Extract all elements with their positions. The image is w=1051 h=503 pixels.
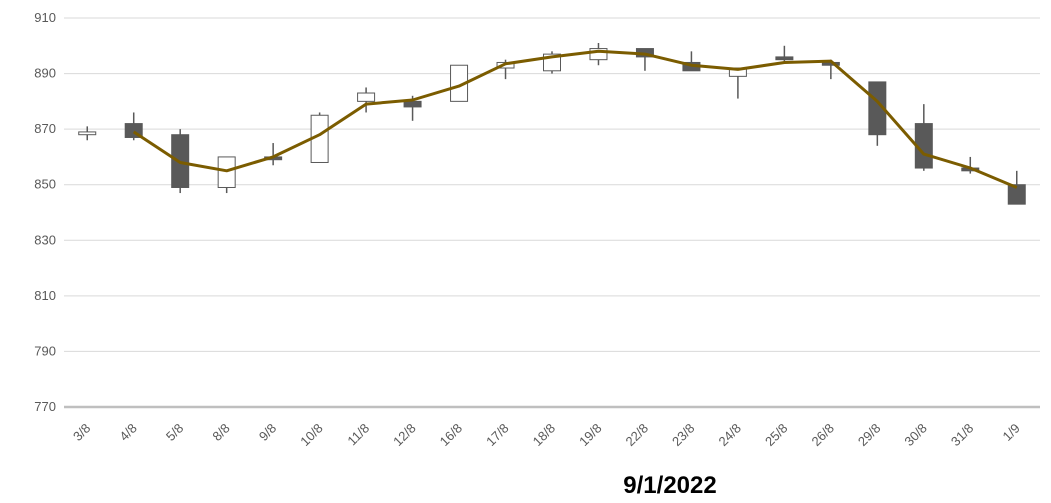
x-tick-label: 29/8 bbox=[855, 421, 884, 450]
y-axis-ticks: 770 790 810 830 850 870 890 910 bbox=[34, 10, 56, 414]
chart-title: 9/1/2022 bbox=[623, 472, 717, 499]
candle bbox=[635, 48, 654, 71]
x-tick-label: 30/8 bbox=[901, 421, 930, 450]
candle-body bbox=[1007, 184, 1026, 205]
candle bbox=[78, 126, 97, 141]
x-tick-label: 26/8 bbox=[808, 421, 837, 450]
candle bbox=[775, 45, 794, 63]
x-tick-label: 31/8 bbox=[948, 421, 977, 450]
x-tick-label: 4/8 bbox=[116, 421, 139, 444]
x-tick-label: 12/8 bbox=[390, 421, 419, 450]
y-tick-label: 890 bbox=[34, 66, 56, 81]
x-tick-label: 11/8 bbox=[344, 421, 372, 449]
x-tick-label: 17/8 bbox=[483, 421, 512, 450]
y-tick-label: 870 bbox=[34, 121, 56, 136]
candle-body bbox=[357, 92, 376, 102]
x-tick-label: 3/8 bbox=[70, 421, 93, 444]
candle bbox=[589, 43, 608, 66]
y-tick-label: 810 bbox=[34, 288, 56, 303]
candle-body bbox=[78, 131, 97, 136]
x-tick-label: 1/9 bbox=[999, 421, 1022, 444]
x-tick-label: 10/8 bbox=[297, 421, 326, 450]
candle-body bbox=[775, 56, 794, 61]
candle bbox=[914, 104, 933, 171]
candle bbox=[728, 67, 747, 99]
candle bbox=[357, 87, 376, 113]
x-tick-label: 18/8 bbox=[530, 421, 559, 450]
x-tick-label: 5/8 bbox=[163, 421, 186, 444]
y-tick-label: 850 bbox=[34, 177, 56, 192]
x-tick-label: 25/8 bbox=[762, 421, 791, 450]
x-tick-label: 8/8 bbox=[209, 421, 232, 444]
x-tick-label: 22/8 bbox=[623, 421, 652, 450]
candle-body bbox=[868, 81, 887, 136]
candle bbox=[310, 112, 329, 163]
candle bbox=[682, 51, 701, 72]
candle bbox=[868, 81, 887, 146]
candlestick-chart: 770 790 810 830 850 870 890 910 3/8 4/8 5/8 8/8 9/8… bbox=[34, 10, 1040, 450]
candle-body bbox=[403, 100, 422, 108]
y-tick-label: 790 bbox=[34, 343, 56, 358]
x-tick-label: 9/8 bbox=[256, 421, 279, 444]
y-tick-label: 910 bbox=[34, 10, 56, 25]
average-line bbox=[132, 49, 1018, 189]
candles bbox=[78, 43, 1026, 205]
x-tick-label: 16/8 bbox=[437, 421, 466, 450]
candle bbox=[450, 64, 469, 102]
x-tick-label: 23/8 bbox=[669, 421, 698, 450]
candle-body bbox=[589, 48, 608, 61]
y-tick-label: 770 bbox=[34, 399, 56, 414]
x-axis-ticks: 3/8 4/8 5/8 8/8 9/8 10/8 11/8 12/8 16/8 17/8 18/8 1… bbox=[70, 421, 1023, 450]
candle bbox=[217, 156, 236, 194]
x-tick-label: 19/8 bbox=[576, 421, 605, 450]
x-tick-label: 24/8 bbox=[716, 421, 745, 450]
y-tick-label: 830 bbox=[34, 232, 56, 247]
